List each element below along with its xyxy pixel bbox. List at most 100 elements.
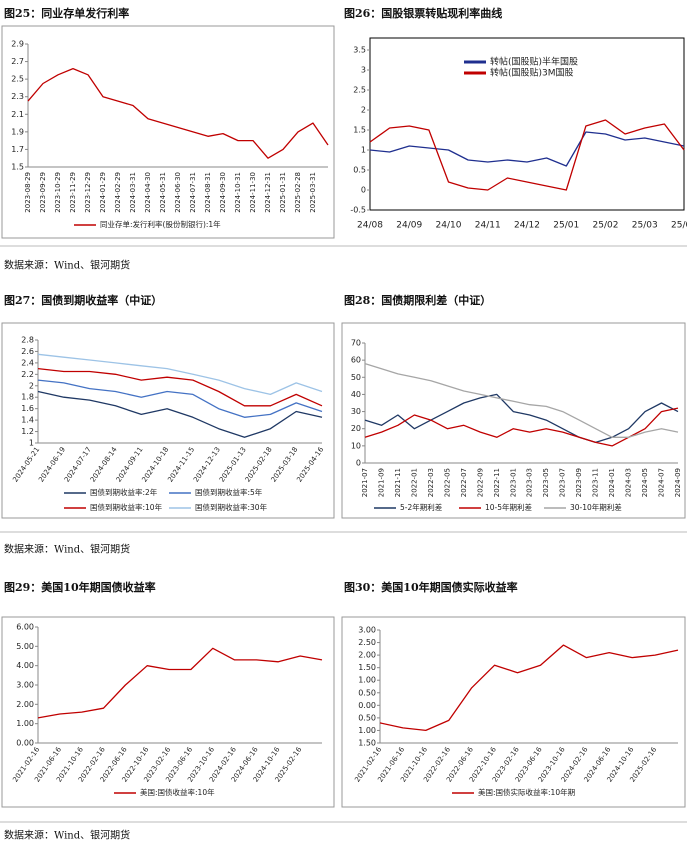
y-tick-label: 1.4	[21, 416, 34, 425]
y-tick-label: 1.2	[21, 427, 34, 436]
x-tick-label: 2023-11-29	[69, 172, 77, 213]
x-tick-label: 2022-07	[460, 468, 468, 497]
source-note: 数据来源：Wind、银河期货	[4, 829, 130, 842]
y-tick-label: 2.7	[11, 57, 24, 66]
legend-label: 美国:国债实际收益率:10年期	[478, 787, 575, 797]
y-tick-label: 1.5	[353, 126, 366, 135]
y-tick-label: 2	[29, 381, 34, 390]
chart-box	[341, 616, 686, 808]
y-tick-label: 2.9	[11, 40, 24, 49]
x-tick-label: 2022-11	[493, 468, 501, 497]
y-tick-label: 1	[361, 146, 366, 155]
series-line	[364, 362, 679, 438]
y-tick-label: 2.50	[358, 638, 376, 647]
x-tick-label: 2022-03	[427, 468, 435, 497]
series-line	[37, 367, 323, 407]
series-line	[369, 131, 685, 167]
y-tick-label: 1.00	[358, 676, 376, 685]
y-tick-label: 0.50	[358, 688, 376, 697]
y-tick-label: 1.8	[21, 393, 34, 402]
x-tick-label: 2024-08-31	[204, 172, 212, 213]
x-tick-label: 2024-05-31	[159, 172, 167, 213]
legend-label: 转帖(国股贴)半年国股	[490, 56, 578, 68]
x-tick-label: 2022-09	[476, 468, 484, 497]
chart-title: 图26：国股银票转贴现利率曲线	[344, 6, 502, 20]
y-tick-label: 2.2	[21, 370, 34, 379]
y-tick-label: 20	[351, 424, 361, 433]
x-tick-label: 2024-12-31	[264, 172, 272, 213]
legend-label: 国债到期收益率:10年	[90, 502, 163, 512]
x-tick-label: 2024-01-29	[99, 172, 107, 213]
legend-label: 5-2年期利差	[400, 502, 443, 512]
x-tick-label: 2024-03	[625, 468, 633, 497]
x-tick-label: 2025-01-31	[279, 172, 287, 213]
y-tick-label: 1.6	[21, 404, 34, 413]
y-tick-label: 0.5	[353, 166, 366, 175]
source-note: 数据来源：Wind、银河期货	[4, 543, 130, 556]
x-tick-label: 2024-09	[674, 468, 682, 497]
x-tick-label: 2025-02-28	[294, 172, 302, 213]
y-tick-label: 5.00	[16, 642, 34, 651]
chart-title: 图28：国债期限利差（中证）	[344, 293, 491, 307]
y-tick-label: 1.00	[16, 719, 34, 728]
y-tick-label: 3.00	[16, 681, 34, 690]
chart-box	[1, 616, 335, 808]
x-tick-label: 2021-07	[361, 468, 369, 497]
legend-label: 10-5年期利差	[485, 502, 533, 512]
y-tick-label: 6.00	[16, 623, 34, 632]
x-tick-label: 24/11	[475, 221, 501, 231]
x-tick-label: 2024-10-31	[234, 172, 242, 213]
legend-label: 国债到期收益率:30年	[195, 502, 268, 512]
x-tick-label: 25/04	[671, 221, 687, 231]
source-note: 数据来源：Wind、银河期货	[4, 259, 130, 272]
y-tick-label: 70	[351, 339, 361, 348]
x-tick-label: 2023-09-29	[39, 172, 47, 213]
x-tick-label: 25/02	[593, 221, 619, 231]
x-tick-label: 2023-08-29	[24, 172, 32, 213]
y-tick-label: 1.7	[11, 145, 24, 154]
legend-label: 30-10年期利差	[570, 502, 622, 512]
series-line	[37, 390, 323, 438]
legend-label: 国债到期收益率:5年	[195, 487, 263, 497]
chart-box	[341, 322, 686, 519]
x-tick-label: 25/01	[553, 221, 579, 231]
x-tick-label: 2023-12-29	[84, 172, 92, 213]
y-tick-label: 2.1	[11, 110, 24, 119]
y-tick-label: 0.00	[16, 739, 34, 748]
y-tick-label: 1	[29, 439, 34, 448]
y-tick-label: 0	[361, 186, 366, 195]
legend-label: 转帖(国股贴)3M国股	[490, 67, 574, 79]
x-tick-label: 24/08	[357, 221, 383, 231]
y-tick-label: 30	[351, 407, 361, 416]
x-tick-label: 2025-03-31	[309, 172, 317, 213]
y-tick-label: 4.00	[16, 661, 34, 670]
x-tick-label: 24/09	[396, 221, 422, 231]
x-tick-label: 24/10	[436, 221, 462, 231]
chart-box	[1, 322, 335, 519]
x-tick-label: 2024-01	[608, 468, 616, 497]
y-tick-label: 3.5	[353, 46, 366, 55]
x-tick-label: 2023-01	[509, 468, 517, 497]
series-line	[27, 67, 329, 159]
series-line	[364, 407, 679, 447]
y-tick-label: 2.00	[16, 700, 34, 709]
x-tick-label: 2024-02-29	[114, 172, 122, 213]
y-tick-label: 2.6	[21, 347, 34, 356]
chart-box	[1, 25, 335, 239]
x-tick-label: 2024-04-30	[144, 172, 152, 213]
chart-title: 图25：同业存单发行利率	[4, 6, 129, 20]
series-line	[379, 644, 679, 732]
series-line	[364, 393, 679, 444]
x-tick-label: 2023-03	[526, 468, 534, 497]
y-tick-label: 3.00	[358, 626, 376, 635]
y-tick-label: 40	[351, 390, 361, 399]
y-tick-label: 2.5	[353, 86, 366, 95]
x-tick-label: 25/03	[632, 221, 658, 231]
x-tick-label: 2021-09	[377, 468, 385, 497]
x-tick-label: 2024-06-30	[174, 172, 182, 213]
series-line	[37, 353, 323, 396]
x-tick-label: 2023-05	[542, 468, 550, 497]
x-tick-label: 2022-05	[443, 468, 451, 497]
y-tick-label: 2	[361, 106, 366, 115]
